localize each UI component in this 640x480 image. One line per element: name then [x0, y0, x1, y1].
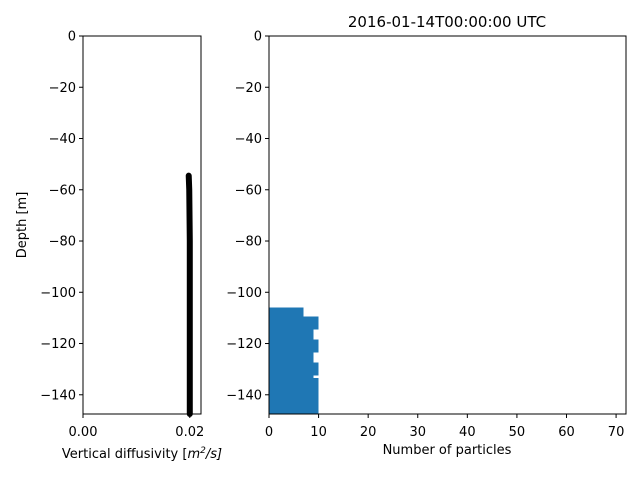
diffusivity-y-tick-label: −40 [49, 132, 76, 147]
histogram-y-tick-label: −100 [226, 286, 262, 301]
histogram-y-tick-label: −80 [235, 235, 262, 250]
histogram-x-tick-label: 50 [509, 425, 526, 440]
histogram-x-tick-label: 30 [409, 425, 426, 440]
histogram-axes-frame [268, 35, 627, 415]
histogram-x-tick-label: 70 [608, 425, 625, 440]
histogram-bar [269, 362, 319, 376]
histogram-x-tick-label: 60 [558, 425, 575, 440]
diffusivity-y-ticks: 0 −20 −40 −60 −80 −100 −120 −140 [40, 30, 83, 403]
histogram-bar [269, 375, 314, 379]
diffusivity-axes-frame [82, 35, 202, 415]
diffusivity-x-tick-label: 0.02 [175, 425, 204, 440]
diffusivity-profile-line [185, 172, 193, 417]
chart-title: 2016-01-14T00:00:00 UTC [348, 13, 546, 31]
histogram-x-tick-label: 10 [310, 425, 327, 440]
particle-histogram-bars [269, 307, 319, 414]
diffusivity-x-tick-label: 0.00 [69, 425, 98, 440]
histogram-y-tick-label: −40 [235, 132, 262, 147]
histogram-y-ticks: 0 −20 −40 −60 −80 −100 −120 −140 [226, 30, 269, 403]
histogram-x-axis-label: Number of particles [383, 443, 512, 458]
particle-histogram-panel: 0 −20 −40 −60 −80 −100 −120 −140 0 10 20 30 40 50 60 7… [226, 13, 627, 458]
histogram-y-tick-label: 0 [254, 30, 262, 45]
histogram-y-tick-label: −140 [226, 388, 262, 403]
histogram-bar [269, 339, 319, 353]
histogram-y-tick-label: −60 [235, 183, 262, 198]
histogram-x-tick-label: 0 [265, 425, 273, 440]
diffusivity-y-axis-label: Depth [m] [15, 192, 30, 259]
histogram-bar [269, 378, 319, 414]
histogram-bar [269, 329, 314, 340]
diffusivity-y-tick-label: −60 [49, 183, 76, 198]
histogram-bar [269, 352, 314, 363]
diffusivity-y-tick-label: 0 [68, 30, 76, 45]
histogram-y-tick-label: −120 [226, 337, 262, 352]
histogram-bar [269, 307, 304, 317]
diffusivity-x-axis-label: Vertical diffusivity [m2/s] [62, 446, 222, 462]
histogram-x-tick-label: 40 [459, 425, 476, 440]
diffusivity-y-tick-label: −100 [40, 286, 76, 301]
diffusivity-panel: 0 −20 −40 −60 −80 −100 −120 −140 0.00 0.02 Verti… [15, 30, 222, 463]
diffusivity-y-tick-label: −20 [49, 81, 76, 96]
histogram-bar [269, 316, 319, 330]
diffusivity-y-tick-label: −140 [40, 388, 76, 403]
diffusivity-y-tick-label: −80 [49, 235, 76, 250]
diffusivity-y-tick-label: −120 [40, 337, 76, 352]
histogram-x-ticks: 0 10 20 30 40 50 60 70 [265, 414, 624, 440]
diffusivity-x-ticks: 0.00 0.02 [69, 414, 204, 440]
diffusivity-line [185, 172, 193, 417]
histogram-y-tick-label: −20 [235, 81, 262, 96]
histogram-x-tick-label: 20 [360, 425, 377, 440]
